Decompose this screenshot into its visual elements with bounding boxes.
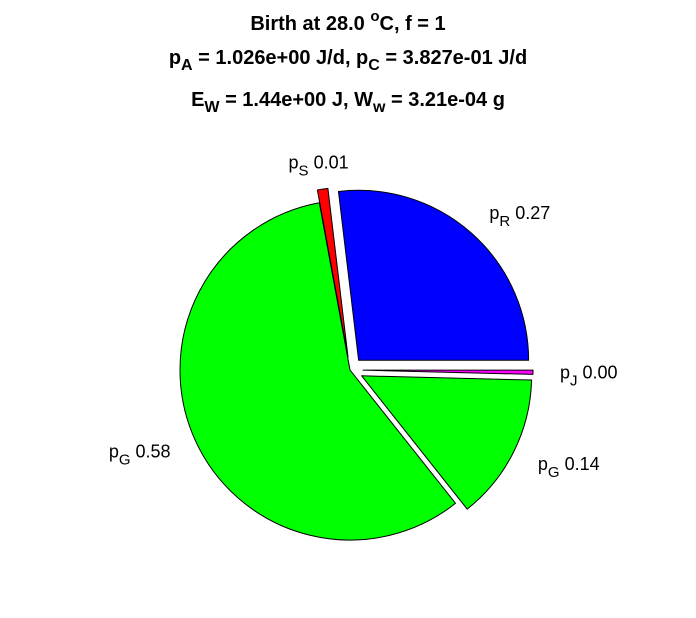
chart-title-line-2-part: = 1.026e+00 J/d, p (193, 47, 369, 69)
chart-title-line-3-part: E (191, 89, 204, 111)
slice-label-symbol: p (109, 441, 119, 461)
chart-title-line-1: Birth at 28.0 oC, f = 1 (250, 8, 445, 35)
chart-title-line-2: pA = 1.026e+00 J/d, pC = 3.827e-01 J/d (169, 47, 527, 74)
slice-label-symbol: p (560, 363, 570, 383)
slice-label-subscript: S (299, 162, 309, 179)
pie-slice-pr-0 (337, 189, 530, 361)
chart-title-line-1-part: o (370, 8, 379, 25)
chart-title: Birth at 28.0 oC, f = 1 pA = 1.026e+00 J/… (169, 8, 527, 116)
slice-label-subscript: G (548, 464, 560, 481)
slice-label-pg-3: pG 0.14 (538, 454, 600, 481)
slice-label-value: 0.01 (309, 152, 349, 172)
pie-slices (179, 187, 534, 541)
chart-title-line-3-part: = 1.44e+00 J, W (220, 89, 374, 111)
slice-label-value: 0.00 (577, 363, 617, 383)
slice-label-pg-2: pG 0.58 (109, 441, 171, 468)
slice-label-symbol: p (538, 454, 548, 474)
chart-title-line-3-part: = 3.21e-04 g (385, 89, 505, 111)
chart-title-line-2-part: p (169, 47, 181, 69)
slice-label-value: 0.27 (510, 203, 550, 223)
slice-label-ps-1: pS 0.01 (289, 152, 349, 179)
slice-label-subscript: J (570, 373, 578, 390)
slice-label-value: 0.58 (131, 441, 171, 461)
slice-label-value: 0.14 (560, 454, 600, 474)
slice-label-symbol: p (289, 152, 299, 172)
pie-slice-pj-4 (362, 369, 534, 375)
chart-title-line-2-part: C (368, 57, 380, 74)
chart-title-line-3-part: W (204, 99, 220, 116)
slice-label-pr-0: pR 0.27 (489, 203, 550, 230)
slice-label-subscript: G (119, 451, 131, 468)
chart-title-line-1-part: C, f = 1 (380, 13, 446, 35)
pie-slice-pg-2 (179, 202, 457, 541)
chart-title-line-1-part: Birth at 28.0 (250, 13, 370, 35)
slice-label-symbol: p (489, 203, 499, 223)
slice-label-subscript: R (499, 213, 510, 230)
chart-title-line-3-part: w (372, 99, 386, 116)
slice-label-pj-4: pJ 0.00 (560, 363, 618, 390)
pie-slice-pg-3 (361, 375, 533, 510)
chart-title-line-2-part: A (181, 57, 193, 74)
chart-title-line-3: EW = 1.44e+00 J, Ww = 3.21e-04 g (191, 89, 505, 116)
chart-title-line-2-part: = 3.827e-01 J/d (380, 47, 527, 69)
